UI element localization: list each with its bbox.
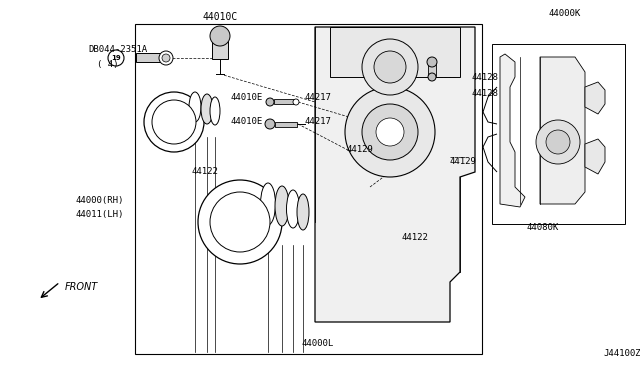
Text: J44100ZW: J44100ZW [604, 350, 640, 359]
Ellipse shape [297, 194, 309, 230]
Polygon shape [315, 27, 475, 322]
Ellipse shape [287, 190, 300, 228]
Text: 44010E: 44010E [231, 118, 263, 126]
Bar [275, 122, 297, 126]
Text: 44000K: 44000K [549, 10, 581, 19]
Text: 44128: 44128 [472, 73, 499, 81]
Bar [274, 99, 294, 104]
Text: 44128: 44128 [472, 90, 499, 99]
Bar [136, 53, 160, 62]
Text: ( 4): ( 4) [97, 60, 119, 68]
Circle shape [159, 51, 173, 65]
Ellipse shape [210, 97, 220, 125]
Bar [212, 41, 228, 59]
Circle shape [266, 98, 274, 106]
Ellipse shape [275, 186, 289, 226]
Circle shape [428, 73, 436, 81]
Polygon shape [540, 57, 585, 204]
Ellipse shape [260, 183, 275, 225]
Circle shape [536, 120, 580, 164]
Circle shape [210, 26, 230, 46]
Text: 44217: 44217 [305, 118, 332, 126]
Bar [135, 24, 482, 354]
Text: 44010E: 44010E [231, 93, 263, 103]
Text: 44217: 44217 [305, 93, 332, 103]
Circle shape [362, 104, 418, 160]
Bar [330, 27, 460, 77]
Circle shape [108, 50, 124, 66]
Text: 44080K: 44080K [527, 222, 559, 231]
Circle shape [345, 87, 435, 177]
Polygon shape [500, 54, 525, 207]
Circle shape [376, 118, 404, 146]
Bar [428, 62, 436, 76]
Text: 44129: 44129 [347, 145, 373, 154]
Circle shape [265, 119, 275, 129]
Text: 44000(RH): 44000(RH) [76, 196, 124, 205]
Circle shape [144, 92, 204, 152]
Bar [492, 44, 625, 224]
Ellipse shape [189, 92, 201, 122]
Circle shape [152, 100, 196, 144]
Text: 44122: 44122 [401, 232, 428, 241]
Text: 44122: 44122 [191, 167, 218, 176]
Text: 44011(LH): 44011(LH) [76, 209, 124, 218]
Circle shape [374, 51, 406, 83]
Text: 44010C: 44010C [202, 12, 237, 22]
Circle shape [427, 57, 437, 67]
Text: 44129: 44129 [449, 157, 476, 167]
Ellipse shape [201, 94, 213, 124]
Circle shape [210, 192, 270, 252]
Text: DB044-2351A: DB044-2351A [88, 45, 148, 54]
Circle shape [546, 130, 570, 154]
Polygon shape [585, 82, 605, 114]
Text: 44000L: 44000L [302, 340, 334, 349]
Circle shape [293, 99, 299, 105]
Text: 19: 19 [111, 55, 121, 61]
Text: FRONT: FRONT [65, 282, 99, 292]
Circle shape [198, 180, 282, 264]
Circle shape [362, 39, 418, 95]
Circle shape [162, 54, 170, 62]
Polygon shape [585, 139, 605, 174]
